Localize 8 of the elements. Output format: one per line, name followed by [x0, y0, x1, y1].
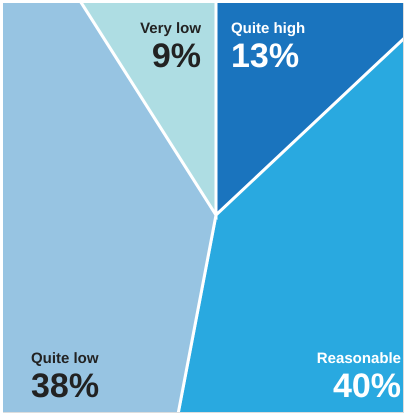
slice-label: Quite high [231, 20, 306, 37]
slice-label: Very low [140, 20, 202, 37]
data-label: 13% [231, 37, 300, 75]
data-label: 38% [31, 367, 100, 405]
data-label: 9% [152, 37, 201, 75]
data-label: 40% [332, 367, 401, 405]
slice-label: Reasonable [316, 350, 401, 367]
slice-label: Quite low [31, 350, 99, 367]
